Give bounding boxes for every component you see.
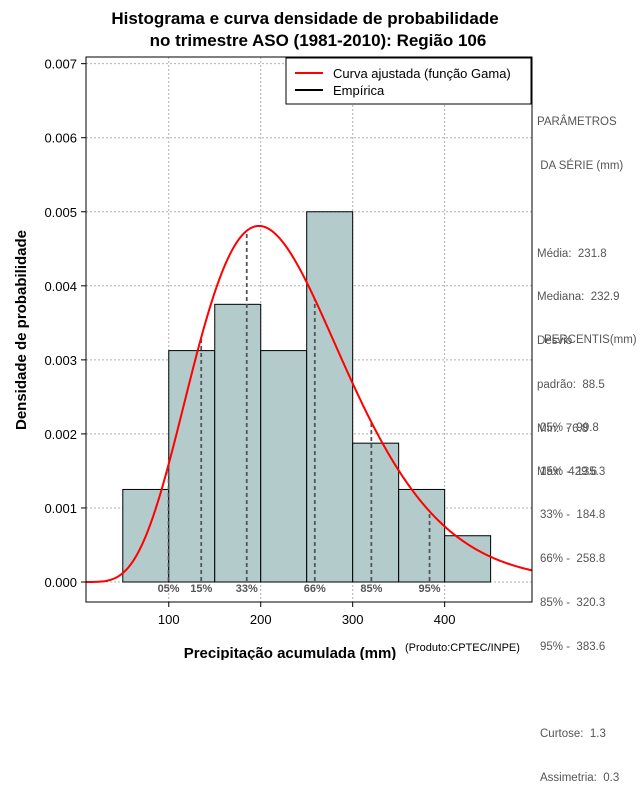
chart-title-line-2: no trimestre ASO (1981-2010): Região 106 bbox=[150, 31, 487, 50]
y-tick-label: 0.007 bbox=[44, 57, 77, 72]
percentile-33: 33% - 184.8 bbox=[540, 509, 606, 522]
stat-desvio-value: padrão: 88.5 bbox=[537, 378, 605, 391]
y-axis: 0.000 0.001 0.002 0.003 0.004 0.005 0.006 0.007 bbox=[44, 57, 86, 590]
percentile-markers: 05% 15% 33% 66% 85% 95% bbox=[158, 230, 441, 595]
histogram-bar bbox=[306, 211, 354, 583]
series-parameters-panel: PARÂMETROS DA SÉRIE (mm) Média: 231.8 Me… bbox=[537, 86, 623, 495]
y-tick-label: 0.004 bbox=[44, 279, 77, 294]
plot-frame bbox=[85, 56, 533, 603]
y-tick-label: 0.001 bbox=[44, 501, 77, 516]
percentile-label: 95% bbox=[419, 583, 441, 595]
gamma-density-curve bbox=[86, 224, 533, 583]
histogram-bar bbox=[352, 442, 400, 583]
stat-curtose: Curtose: 1.3 bbox=[540, 728, 606, 741]
x-axis-label: Precipitação acumulada (mm) bbox=[184, 645, 397, 660]
spacer bbox=[540, 377, 637, 392]
y-tick-label: 0.000 bbox=[44, 575, 77, 590]
stat-assimetria: Assimetria: 0.3 bbox=[540, 772, 620, 784]
stat-desvio-label: Desvio bbox=[537, 335, 573, 348]
params-subtitle: DA SÉRIE (mm) bbox=[537, 159, 624, 172]
histogram-bar bbox=[398, 488, 446, 583]
legend-empirical-label: Empírica bbox=[333, 83, 385, 98]
y-tick-label: 0.003 bbox=[44, 353, 77, 368]
stat-media: Média: 231.8 bbox=[537, 247, 607, 260]
histogram-bar bbox=[214, 303, 262, 583]
x-tick-label: 300 bbox=[342, 612, 364, 627]
percentile-label: 15% bbox=[190, 583, 212, 595]
percentile-05: 05% - 99.8 bbox=[540, 421, 599, 434]
percentile-95: 95% - 383.6 bbox=[540, 640, 606, 653]
percentile-label: 33% bbox=[236, 583, 258, 595]
percentile-66: 66% - 258.8 bbox=[540, 553, 606, 566]
histogram-bar bbox=[260, 350, 308, 583]
y-tick-label: 0.006 bbox=[44, 131, 77, 146]
percentile-label: 85% bbox=[360, 583, 382, 595]
percentis-title: PERCENTIS(mm) bbox=[544, 334, 637, 347]
percentile-label: 66% bbox=[304, 583, 326, 595]
stat-min: Mín: 76.8 bbox=[537, 422, 589, 435]
x-axis: 100 200 300 400 bbox=[158, 602, 456, 627]
histogram-chart: Histograma e curva densidade de probabil… bbox=[13, 9, 533, 660]
spacer bbox=[537, 203, 623, 218]
percentile-85: 85% - 320.3 bbox=[540, 596, 606, 609]
x-tick-label: 200 bbox=[250, 612, 272, 627]
x-tick-label: 400 bbox=[434, 612, 456, 627]
percentiles-panel: PERCENTIS(mm) 05% - 99.8 15% - 135.3 33%… bbox=[540, 304, 637, 800]
legend-box bbox=[285, 57, 532, 105]
product-credit: (Produto:CPTEC/INPE) bbox=[405, 642, 520, 654]
histogram-bar bbox=[444, 535, 492, 583]
stat-mediana: Mediana: 232.9 bbox=[537, 291, 620, 304]
histogram-bars bbox=[122, 211, 492, 583]
stat-max: Máx: 429.6 bbox=[537, 466, 598, 479]
percentile-15: 15% - 135.3 bbox=[540, 465, 606, 478]
y-axis-label: Densidade de probabilidade bbox=[13, 230, 30, 430]
params-title: PARÂMETROS bbox=[537, 116, 617, 129]
y-tick-label: 0.002 bbox=[44, 427, 77, 442]
spacer bbox=[540, 683, 637, 698]
y-tick-label: 0.005 bbox=[44, 205, 77, 220]
percentile-label: 05% bbox=[158, 583, 180, 595]
x-tick-label: 100 bbox=[158, 612, 180, 627]
chart-title-line-1: Histograma e curva densidade de probabil… bbox=[111, 9, 498, 28]
legend-fitted-label: Curva ajustada (função Gama) bbox=[333, 66, 511, 81]
legend: Curva ajustada (função Gama) Empírica bbox=[285, 57, 532, 105]
histogram-bar bbox=[168, 350, 216, 583]
